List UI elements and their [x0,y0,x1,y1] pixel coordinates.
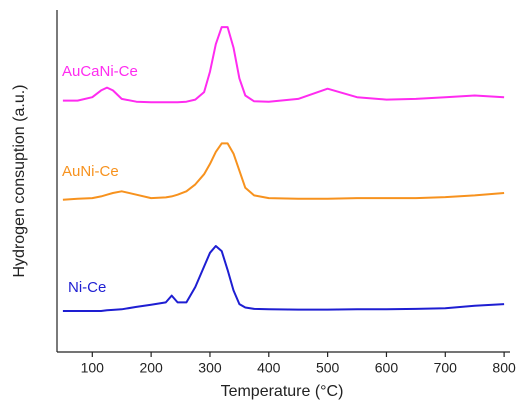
series-line [62,142,505,201]
series-label: Ni-Ce [68,279,106,296]
x-tick-label: 800 [492,360,516,376]
series-label: AuNi-Ce [62,163,119,180]
y-axis-label: Hydrogen consuption (a.u.) [11,85,28,278]
series-label: AuCaNi-Ce [62,63,138,80]
x-axis-label: Temperature (°C) [221,383,344,400]
x-tick-label: 300 [198,360,222,376]
x-tick-label: 200 [139,360,163,376]
x-tick-label: 400 [257,360,281,376]
x-tick-label: 700 [434,360,458,376]
series-line [62,26,505,104]
series-line [62,245,505,312]
x-tick-label: 500 [316,360,340,376]
x-tick-label: 100 [81,360,105,376]
x-tick-label: 600 [375,360,399,376]
